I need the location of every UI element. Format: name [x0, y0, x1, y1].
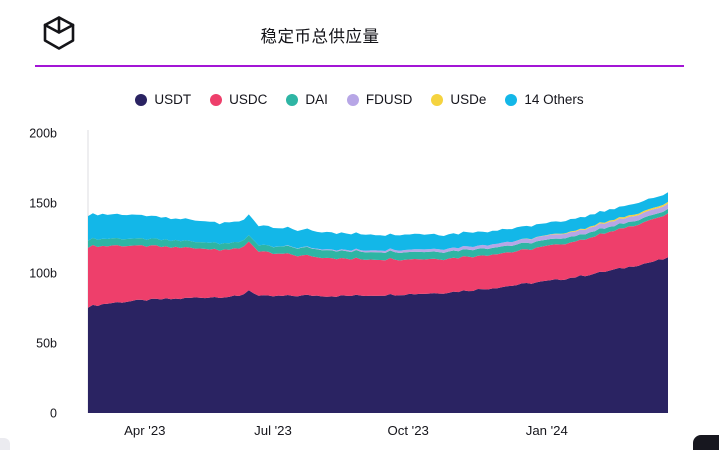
header-divider — [35, 65, 684, 67]
corner-widget[interactable] — [693, 435, 719, 450]
y-tick-label: 50b — [36, 337, 57, 351]
bottom-left-widget-stub — [0, 438, 10, 450]
area-series-usdt — [88, 257, 668, 413]
legend-item-dai[interactable]: DAI — [286, 92, 328, 107]
y-tick-label: 100b — [29, 267, 57, 281]
legend-label: USDe — [450, 92, 487, 107]
legend-label: USDT — [154, 92, 192, 107]
legend-swatch-icon — [505, 93, 518, 106]
area-series-usdc — [88, 213, 668, 308]
legend-swatch-icon — [346, 93, 359, 106]
legend-swatch-icon — [135, 93, 148, 106]
y-tick-label: 150b — [29, 197, 57, 211]
legend-item-usde[interactable]: USDe — [431, 92, 486, 107]
legend-swatch-icon — [286, 93, 299, 106]
legend-swatch-icon — [210, 93, 223, 106]
x-tick-label: Jul '23 — [254, 423, 292, 438]
y-tick-label: 200b — [29, 127, 57, 141]
legend-label: 14 Others — [524, 92, 584, 107]
area-series-14-others — [88, 192, 668, 251]
logo-cube-icon[interactable] — [39, 13, 79, 53]
legend-label: DAI — [305, 92, 328, 107]
area-series-dai — [88, 208, 668, 261]
page-title: 稳定币总供应量 — [260, 28, 380, 46]
legend-item-fdusd[interactable]: FDUSD — [346, 92, 413, 107]
x-tick-label: Jan '24 — [526, 423, 568, 438]
chart-legend: USDT USDC DAI FDUSD USDe 14 Others — [0, 92, 719, 107]
legend-item-usdt[interactable]: USDT — [135, 92, 191, 107]
legend-swatch-icon — [431, 93, 444, 106]
x-tick-label: Apr '23 — [124, 423, 165, 438]
legend-label: USDC — [229, 92, 268, 107]
legend-item-14-others[interactable]: 14 Others — [505, 92, 584, 107]
area-series-fdusd — [88, 203, 668, 253]
x-tick-label: Oct '23 — [388, 423, 429, 438]
legend-item-usdc[interactable]: USDC — [210, 92, 267, 107]
y-tick-label: 0 — [50, 407, 57, 421]
legend-label: FDUSD — [365, 92, 413, 107]
